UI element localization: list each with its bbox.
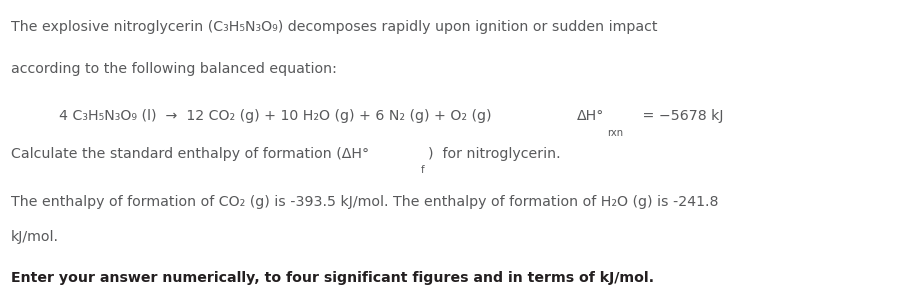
Text: = −5678 kJ: = −5678 kJ xyxy=(638,109,724,123)
Text: ΔH°: ΔH° xyxy=(577,109,604,123)
Text: )  for nitroglycerin.: ) for nitroglycerin. xyxy=(428,147,560,161)
Text: f: f xyxy=(420,165,424,175)
Text: Calculate the standard enthalpy of formation (ΔH°: Calculate the standard enthalpy of forma… xyxy=(11,147,369,161)
Text: Enter your answer numerically, to four significant figures and in terms of kJ/mo: Enter your answer numerically, to four s… xyxy=(11,271,654,285)
Text: The explosive nitroglycerin (C₃H₅N₃O₉) decomposes rapidly upon ignition or sudde: The explosive nitroglycerin (C₃H₅N₃O₉) d… xyxy=(11,20,657,34)
Text: 4 C₃H₅N₃O₉ (l)  →  12 CO₂ (g) + 10 H₂O (g) + 6 N₂ (g) + O₂ (g): 4 C₃H₅N₃O₉ (l) → 12 CO₂ (g) + 10 H₂O (g)… xyxy=(59,109,491,123)
Text: according to the following balanced equation:: according to the following balanced equa… xyxy=(11,62,337,75)
Text: The enthalpy of formation of CO₂ (g) is -393.5 kJ/mol. The enthalpy of formation: The enthalpy of formation of CO₂ (g) is … xyxy=(11,195,718,209)
Text: rxn: rxn xyxy=(607,128,624,138)
Text: kJ/mol.: kJ/mol. xyxy=(11,230,59,244)
